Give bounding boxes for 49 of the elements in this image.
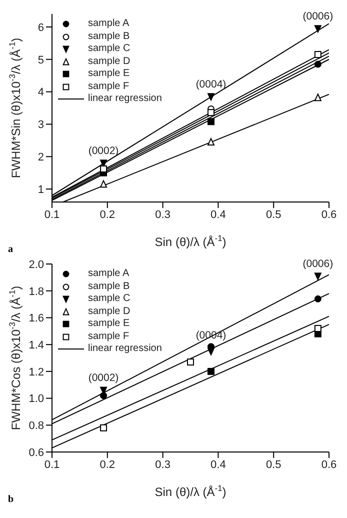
y-tick-label: 6 — [38, 22, 44, 34]
y-tick-label: 0.8 — [28, 420, 44, 432]
y-tick-label: 0.6 — [28, 446, 44, 459]
x-tick-label: 0.5 — [266, 208, 282, 221]
text: a — [8, 244, 13, 255]
y-tick-label: 3 — [38, 119, 44, 132]
y-tick-label: 5 — [38, 54, 44, 66]
legend-label: sample D — [88, 56, 130, 68]
y-tick-label: 4 — [38, 86, 44, 99]
x-tick-label: 0.6 — [321, 208, 337, 221]
x-axis-title: Sin (θ)/λ (Å$^{-1}$) — [154, 483, 226, 499]
legend-label: sample C — [88, 43, 130, 56]
legend-label: sample A — [88, 18, 130, 30]
y-tick-label: 1.8 — [28, 286, 44, 298]
x-tick-label: 0.6 — [321, 458, 337, 471]
annotation: (0006) — [302, 10, 334, 23]
legend-label: sample C — [88, 293, 130, 306]
x-axis-title: Sin (θ)/λ (Å$^{-1}$) — [154, 233, 226, 249]
y-tick-label: 1.6 — [28, 312, 44, 325]
legend-label: sample F — [88, 80, 130, 93]
annotation: (0004) — [196, 78, 226, 91]
x-tick-label: 0.2 — [100, 208, 116, 221]
legend-label: sample A — [88, 268, 130, 280]
text: b — [8, 494, 14, 505]
y-tick-label: 1 — [38, 184, 44, 196]
x-tick-label: 0.1 — [44, 458, 60, 471]
legend-label: sample E — [88, 318, 130, 330]
legend-label: sample B — [88, 280, 130, 293]
annotation: (0002) — [88, 145, 119, 158]
legend-label: linear regression — [88, 93, 162, 106]
annotation: (0006) — [302, 258, 334, 270]
y-tick-label: 1.2 — [28, 366, 44, 378]
annotation: (0002) — [88, 372, 119, 384]
y-tick-label: 1.4 — [28, 339, 44, 352]
x-tick-label: 0.3 — [155, 208, 170, 221]
legend-label: sample F — [88, 330, 130, 343]
x-tick-label: 0.5 — [266, 458, 282, 471]
x-tick-label: 0.1 — [44, 208, 60, 221]
x-tick-label: 0.4 — [210, 458, 226, 471]
legend-label: sample B — [88, 30, 130, 43]
y-tick-label: 2.0 — [28, 258, 44, 271]
x-tick-label: 0.3 — [155, 458, 170, 471]
y-tick-label: 1.0 — [28, 393, 44, 406]
x-tick-label: 0.4 — [210, 208, 226, 221]
legend-label: sample D — [88, 306, 130, 318]
x-tick-label: 0.2 — [100, 458, 116, 471]
legend-label: linear regression — [88, 343, 162, 356]
y-tick-label: 2 — [38, 152, 44, 164]
legend-label: sample E — [88, 68, 130, 80]
